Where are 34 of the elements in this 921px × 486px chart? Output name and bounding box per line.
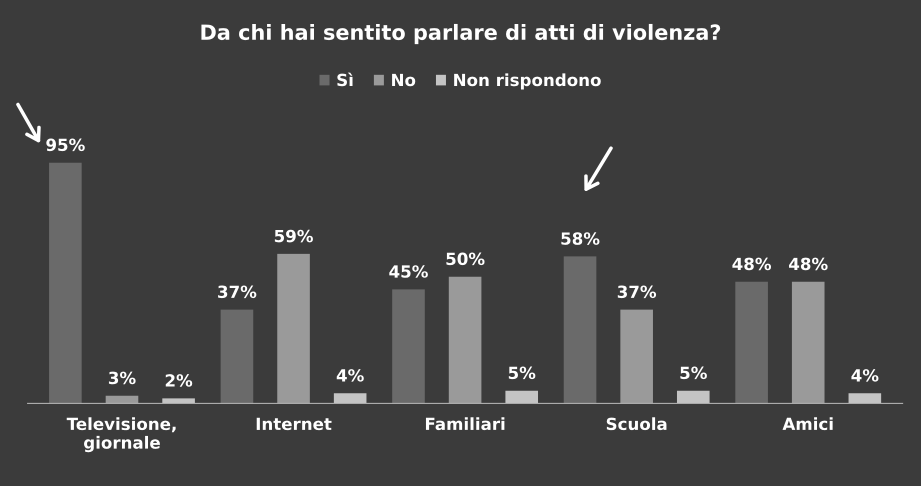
x-tick-label: Televisione, giornale bbox=[66, 417, 176, 452]
data-label: 2% bbox=[166, 374, 192, 387]
bar bbox=[448, 276, 482, 404]
data-label: 48% bbox=[789, 258, 828, 270]
data-label: 59% bbox=[274, 230, 313, 242]
x-tick-label: Familiari bbox=[426, 417, 504, 430]
data-label: 3% bbox=[108, 372, 136, 384]
chart-title: Da chi hai sentito parlare di atti di violenza? bbox=[201, 24, 720, 44]
legend-label: Non rispondono bbox=[454, 73, 601, 90]
bar bbox=[564, 256, 596, 404]
x-tick-label: Scuola bbox=[606, 417, 666, 430]
data-label: 37% bbox=[218, 285, 256, 298]
bar bbox=[277, 254, 310, 404]
bar bbox=[220, 310, 254, 404]
bar bbox=[792, 282, 825, 404]
data-label: 4% bbox=[851, 369, 878, 382]
data-label: 4% bbox=[336, 369, 364, 382]
legend-label: Sì bbox=[337, 72, 352, 86]
data-label: 95% bbox=[46, 138, 85, 152]
bar bbox=[49, 162, 82, 404]
bar bbox=[106, 396, 138, 404]
data-label: 50% bbox=[446, 252, 485, 266]
bar bbox=[620, 310, 653, 404]
data-label: 58% bbox=[561, 232, 600, 245]
bar bbox=[735, 282, 768, 404]
bar bbox=[392, 289, 425, 404]
x-tick-label: Amici bbox=[782, 417, 833, 430]
data-label: 5% bbox=[508, 366, 536, 380]
x-tick-label: Internet bbox=[256, 418, 332, 430]
data-label: 37% bbox=[618, 285, 656, 298]
data-label: 48% bbox=[732, 258, 772, 270]
data-label: 45% bbox=[389, 265, 428, 278]
legend-label: No bbox=[392, 74, 416, 86]
data-label: 5% bbox=[680, 366, 707, 380]
